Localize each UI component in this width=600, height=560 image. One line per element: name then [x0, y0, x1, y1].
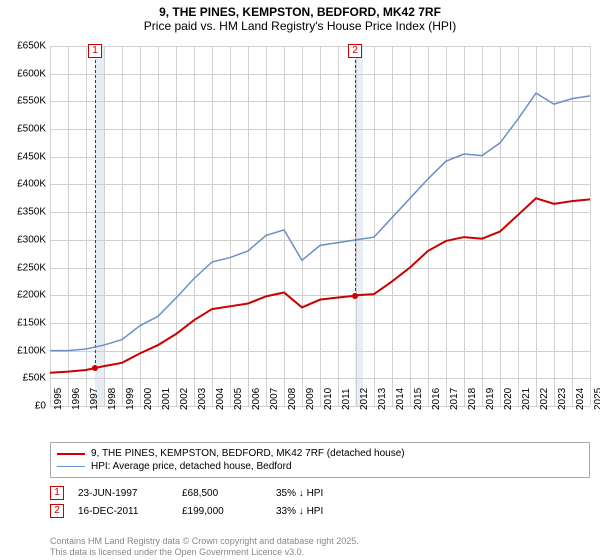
- legend-row: HPI: Average price, detached house, Bedf…: [57, 460, 583, 473]
- y-axis-label: £400K: [17, 179, 46, 190]
- legend-swatch: [57, 466, 85, 468]
- y-axis-label: £200K: [17, 290, 46, 301]
- y-axis-label: £550K: [17, 96, 46, 107]
- chart-title-address: 9, THE PINES, KEMPSTON, BEDFORD, MK42 7R…: [0, 5, 600, 19]
- sales-marker-ref: 1: [50, 486, 64, 500]
- legend-row: 9, THE PINES, KEMPSTON, BEDFORD, MK42 7R…: [57, 447, 583, 460]
- sales-date: 23-JUN-1997: [78, 488, 168, 499]
- chart-lines: [50, 46, 590, 406]
- y-axis-label: £50K: [23, 373, 46, 384]
- y-axis-label: £350K: [17, 207, 46, 218]
- y-axis-label: £650K: [17, 41, 46, 52]
- x-axis-label: 2025: [593, 388, 600, 410]
- footer-line1: Contains HM Land Registry data © Crown c…: [50, 536, 359, 547]
- chart-subtitle: Price paid vs. HM Land Registry's House …: [0, 19, 600, 33]
- sales-date: 16-DEC-2011: [78, 506, 168, 517]
- chart-container: 9, THE PINES, KEMPSTON, BEDFORD, MK42 7R…: [0, 0, 600, 560]
- series-line-hpi: [50, 93, 590, 351]
- footer-line2: This data is licensed under the Open Gov…: [50, 547, 359, 558]
- legend-label: 9, THE PINES, KEMPSTON, BEDFORD, MK42 7R…: [91, 448, 405, 459]
- sales-marker-ref: 2: [50, 504, 64, 518]
- legend-and-sales: 9, THE PINES, KEMPSTON, BEDFORD, MK42 7R…: [50, 442, 590, 520]
- y-axis-label: £100K: [17, 345, 46, 356]
- chart-area: £0£50K£100K£150K£200K£250K£300K£350K£400…: [50, 46, 590, 406]
- y-axis-label: £300K: [17, 234, 46, 245]
- legend-swatch: [57, 453, 85, 455]
- series-line-property: [50, 198, 590, 372]
- y-axis-label: £150K: [17, 317, 46, 328]
- y-axis-label: £500K: [17, 124, 46, 135]
- sales-pct-vs-hpi: 33% ↓ HPI: [276, 506, 356, 517]
- y-axis-label: £450K: [17, 151, 46, 162]
- y-axis-label: £600K: [17, 68, 46, 79]
- sales-row: 2 16-DEC-2011 £199,000 33% ↓ HPI: [50, 502, 590, 520]
- legend-label: HPI: Average price, detached house, Bedf…: [91, 461, 292, 472]
- sales-price: £199,000: [182, 506, 262, 517]
- sales-row: 1 23-JUN-1997 £68,500 35% ↓ HPI: [50, 484, 590, 502]
- title-block: 9, THE PINES, KEMPSTON, BEDFORD, MK42 7R…: [0, 0, 600, 35]
- y-axis-label: £0: [35, 401, 46, 412]
- legend-box: 9, THE PINES, KEMPSTON, BEDFORD, MK42 7R…: [50, 442, 590, 478]
- sales-pct-vs-hpi: 35% ↓ HPI: [276, 488, 356, 499]
- footer-attribution: Contains HM Land Registry data © Crown c…: [50, 536, 359, 558]
- y-axis-label: £250K: [17, 262, 46, 273]
- sales-price: £68,500: [182, 488, 262, 499]
- gridline-vertical: [590, 46, 591, 406]
- sales-table: 1 23-JUN-1997 £68,500 35% ↓ HPI 2 16-DEC-2011…: [50, 484, 590, 520]
